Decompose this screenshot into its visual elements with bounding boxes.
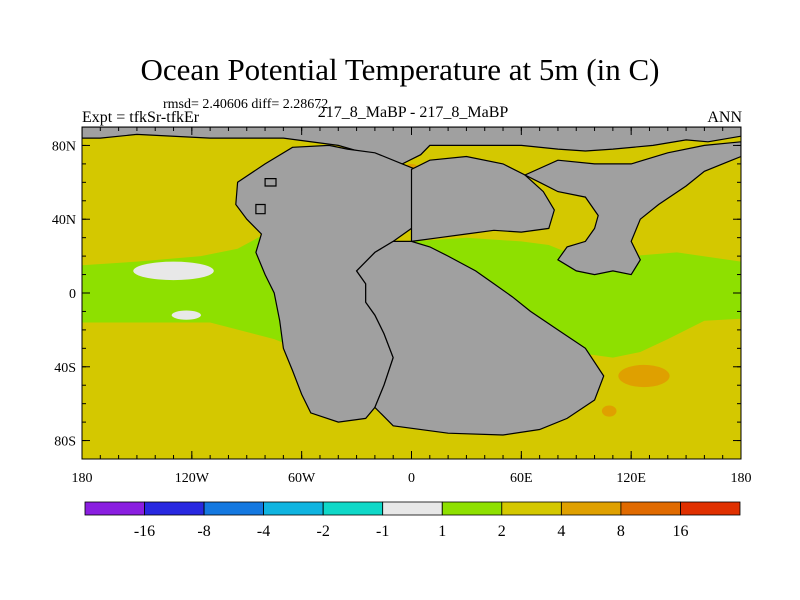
chart-title: Ocean Potential Temperature at 5m (in C) bbox=[140, 52, 660, 87]
colorbar-swatch bbox=[84, 501, 145, 516]
field-layer bbox=[82, 127, 741, 436]
x-tick-label: 180 bbox=[72, 471, 93, 486]
land-arctic-landmass bbox=[82, 127, 741, 165]
y-tick-label: 0 bbox=[69, 287, 76, 302]
colorbar-swatch bbox=[561, 501, 622, 516]
land-small-island-a bbox=[255, 203, 266, 215]
colorbar-swatch bbox=[322, 501, 384, 516]
experiment-label: Expt = tfkSr-tfkEr bbox=[82, 109, 200, 126]
y-tick-label: 80N bbox=[52, 139, 76, 154]
region-small-pacific-patch bbox=[171, 310, 201, 320]
land-small-island-b bbox=[264, 178, 277, 187]
colorbar-swatch bbox=[382, 501, 443, 516]
region-small-southern-patch bbox=[601, 405, 617, 417]
land-eurasia-east bbox=[523, 141, 741, 276]
x-tick-label: 120W bbox=[175, 471, 210, 486]
region-southern-warm-patch bbox=[618, 364, 670, 388]
colorbar-label: -8 bbox=[197, 523, 210, 540]
plot-area: 180 120W 60W 0 60E 120E 180 80N 40N 0 40S 80S bbox=[52, 126, 752, 486]
colorbar-label: -4 bbox=[257, 523, 270, 540]
colorbar-swatch bbox=[501, 501, 562, 516]
x-tick-label: 60E bbox=[510, 471, 533, 486]
y-tick-label: 40N bbox=[52, 213, 76, 228]
colorbar-label: -1 bbox=[376, 523, 389, 540]
colorbar-label: 8 bbox=[617, 523, 625, 540]
region-east-pacific-patch bbox=[133, 261, 214, 281]
colorbar-swatch bbox=[680, 501, 741, 516]
season-label: ANN bbox=[707, 109, 742, 126]
colorbar-label: -2 bbox=[317, 523, 330, 540]
colorbar-label: 16 bbox=[673, 523, 689, 540]
colorbar-swatch bbox=[144, 501, 205, 516]
colorbar-label: 2 bbox=[498, 523, 506, 540]
region-indian-ocean-band bbox=[411, 237, 741, 358]
x-tick-label: 120E bbox=[616, 471, 646, 486]
colorbar-label: 4 bbox=[557, 523, 565, 540]
land-tethys-northern-margin bbox=[410, 155, 555, 243]
colorbar-swatch bbox=[620, 501, 681, 516]
colorbar: -16 -8 -4 -2 -1 1 2 4 8 16 bbox=[84, 501, 741, 540]
x-tick-label: 180 bbox=[731, 471, 752, 486]
x-tick-label: 60W bbox=[288, 471, 316, 486]
colorbar-swatch bbox=[263, 501, 324, 516]
colorbar-label: -16 bbox=[134, 523, 155, 540]
colorbar-label: 1 bbox=[438, 523, 446, 540]
y-tick-label: 40S bbox=[54, 361, 76, 376]
land-gondwana-southern bbox=[355, 240, 605, 436]
stats-line: rmsd= 2.40606 diff= 2.28672 bbox=[163, 97, 329, 112]
y-tick-label: 80S bbox=[54, 435, 76, 450]
case-names-label: 217_8_MaBP - 217_8_MaBP bbox=[317, 104, 509, 121]
colorbar-swatch bbox=[203, 501, 265, 516]
x-tick-label: 0 bbox=[408, 471, 415, 486]
colorbar-swatch bbox=[441, 501, 503, 516]
